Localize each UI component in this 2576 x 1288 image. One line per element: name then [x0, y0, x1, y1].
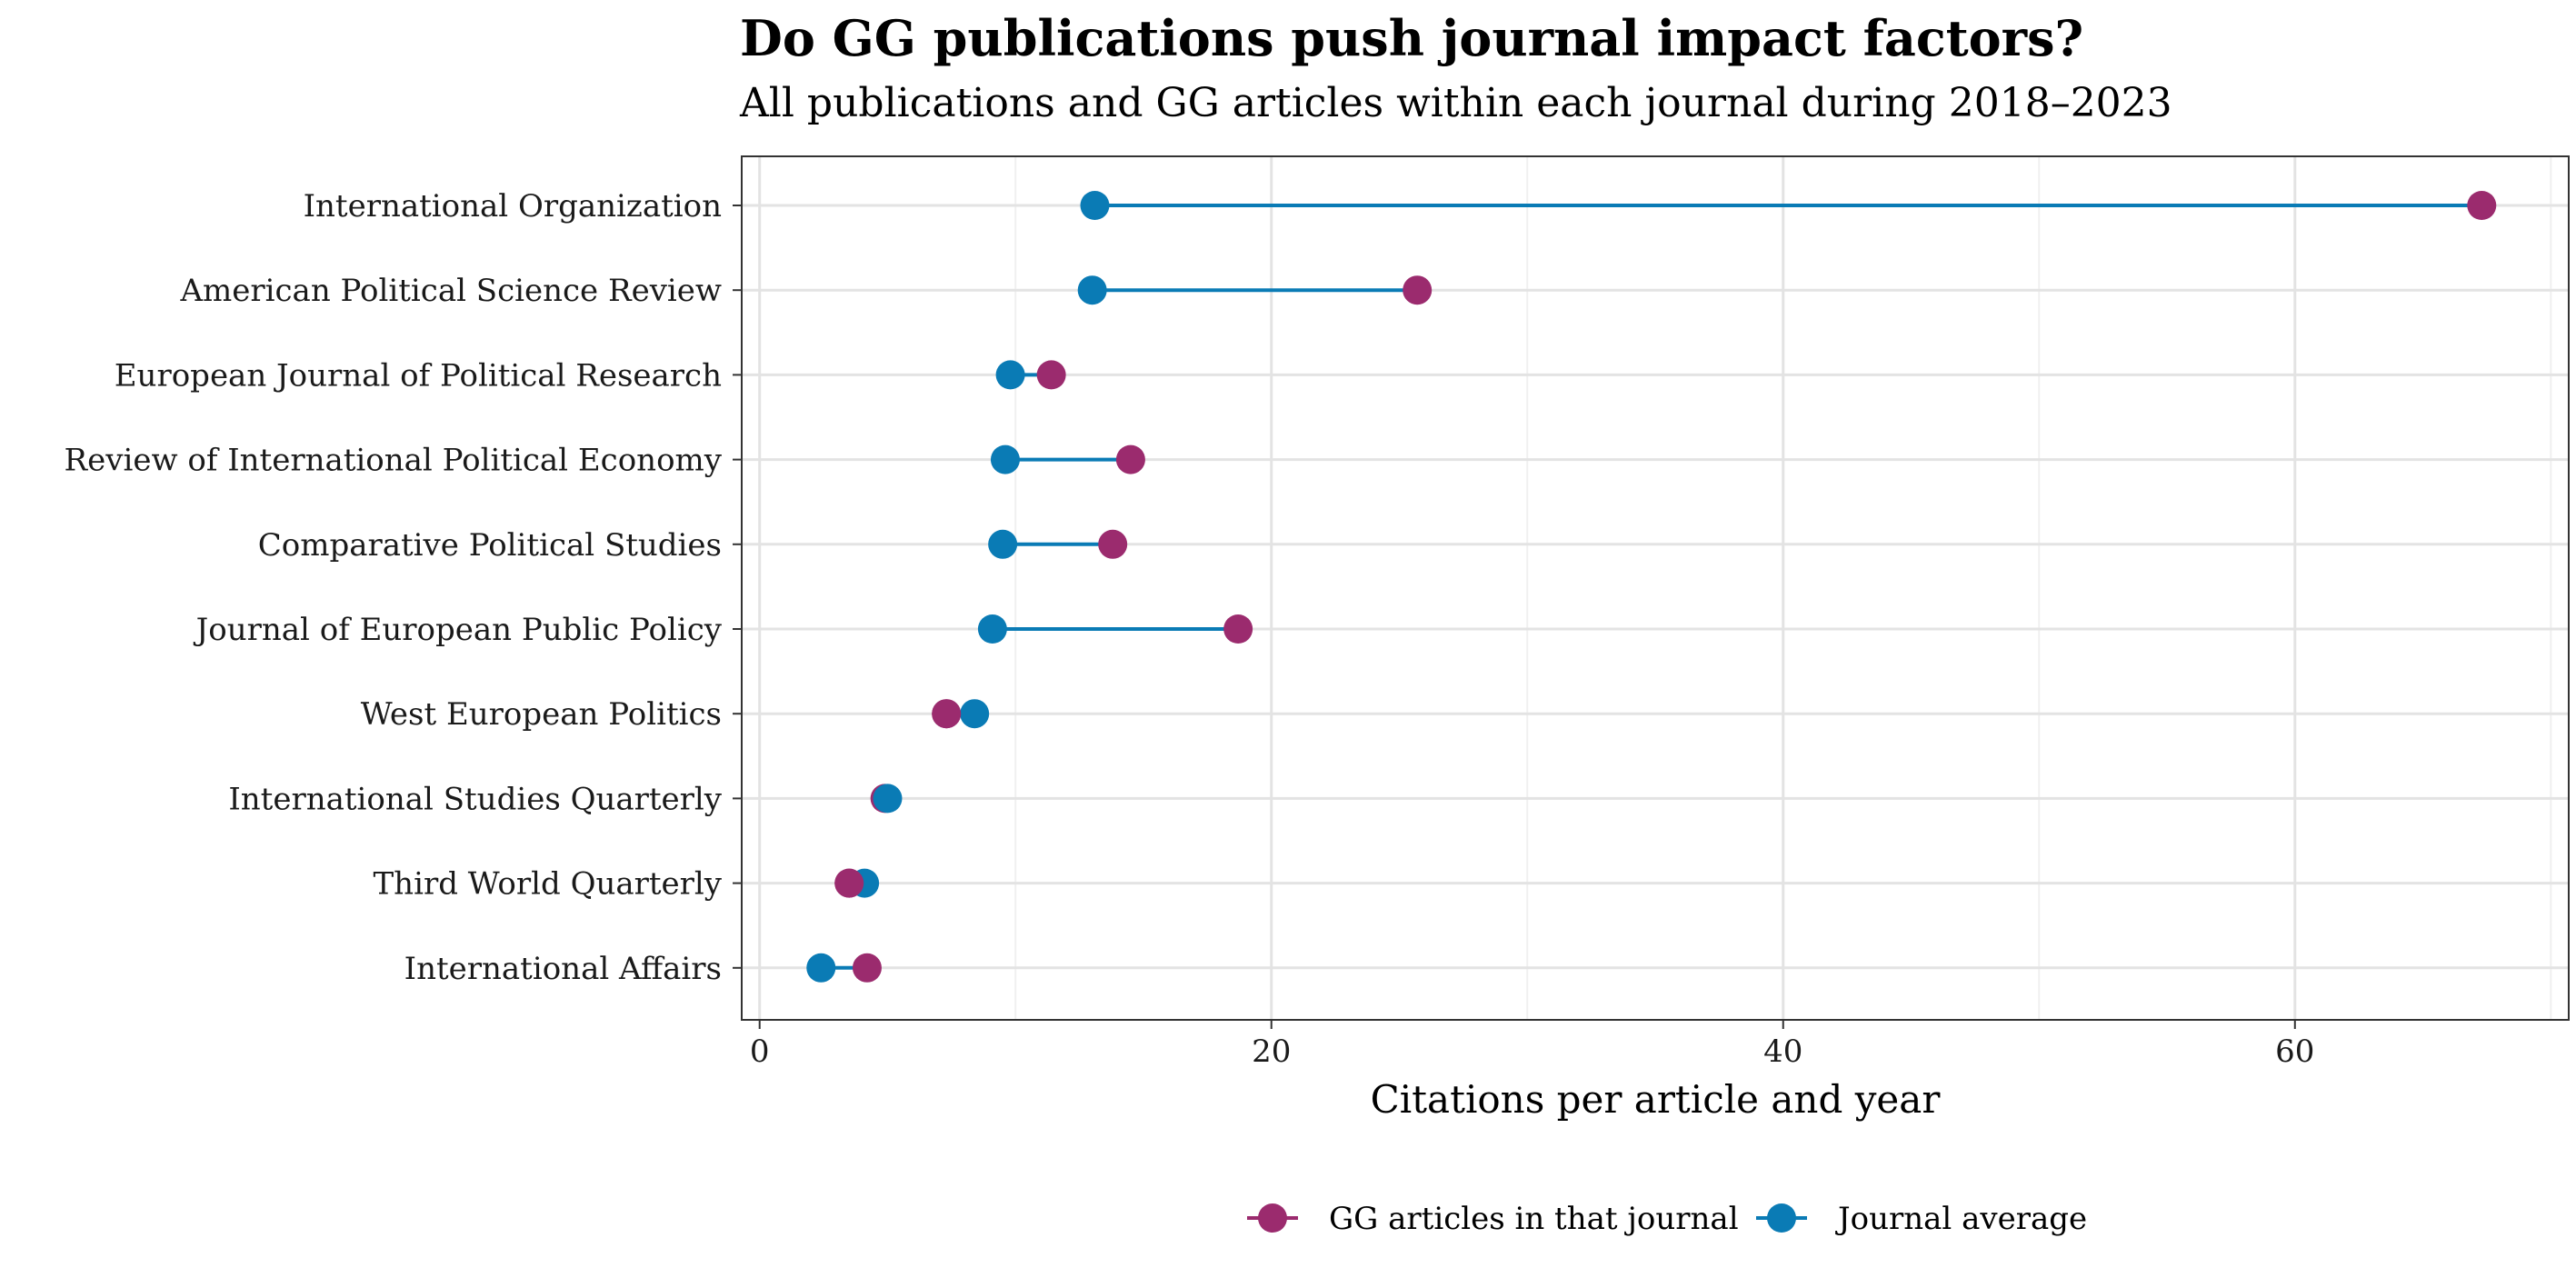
- x-tick-label: 40: [1763, 1033, 1802, 1070]
- chart-title: Do GG publications push journal impact f…: [740, 9, 2084, 67]
- panel-border: [741, 155, 2570, 1021]
- y-tick-label: Review of International Political Econom…: [65, 443, 723, 479]
- legend-item: Journal average: [1756, 1201, 2087, 1237]
- y-tick-label: Journal of European Public Policy: [194, 612, 723, 648]
- point-gg-articles: [1403, 275, 1433, 305]
- y-tick-label: Comparative Political Studies: [258, 527, 722, 564]
- point-gg-articles: [2467, 191, 2497, 220]
- grid-layer: [742, 156, 2569, 1020]
- point-gg-articles: [852, 953, 882, 983]
- legend-key-point: [1258, 1203, 1287, 1233]
- x-tick-label: 0: [750, 1033, 770, 1070]
- point-journal-average: [990, 444, 1020, 474]
- point-journal-average: [995, 360, 1025, 390]
- chart-subtitle: All publications and GG articles within …: [740, 80, 2172, 126]
- point-gg-articles-top: [834, 868, 864, 898]
- legend-key-point: [1767, 1203, 1796, 1233]
- point-layer: [806, 191, 2497, 983]
- point-journal-average: [960, 699, 990, 729]
- y-axis: International Organization American Polit…: [65, 188, 742, 987]
- y-tick-label: International Organization: [304, 188, 722, 225]
- legend-label: GG articles in that journal: [1329, 1201, 1739, 1237]
- point-journal-average: [977, 614, 1007, 644]
- legend-label: Journal average: [1835, 1201, 2087, 1237]
- y-tick-label: International Affairs: [404, 951, 722, 987]
- legend: GG articles in that journal Journal avera…: [1247, 1201, 2087, 1237]
- point-journal-average: [873, 784, 903, 814]
- point-gg-articles: [1223, 614, 1253, 644]
- point-journal-average: [988, 529, 1018, 559]
- point-journal-average: [1080, 191, 1110, 220]
- segment-layer: [821, 204, 2482, 970]
- point-gg-articles: [1098, 529, 1128, 559]
- point-gg-articles-top: [932, 699, 962, 729]
- x-tick-label: 20: [1252, 1033, 1291, 1070]
- point-journal-average: [1077, 275, 1107, 305]
- y-tick-label: American Political Science Review: [179, 273, 722, 309]
- legend-item: GG articles in that journal: [1247, 1201, 1739, 1237]
- point-journal-average: [806, 953, 836, 983]
- y-tick-label: International Studies Quarterly: [228, 781, 722, 817]
- y-tick-label: West European Politics: [361, 696, 722, 733]
- y-tick-label: Third World Quarterly: [374, 866, 723, 903]
- x-axis: 0 20 40 60: [750, 1020, 2314, 1070]
- point-gg-articles: [1115, 444, 1145, 474]
- x-tick-label: 60: [2275, 1033, 2314, 1070]
- x-axis-title: Citations per article and year: [1371, 1077, 1942, 1122]
- point-gg-articles: [1036, 360, 1066, 390]
- y-tick-label: European Journal of Political Research: [115, 357, 722, 394]
